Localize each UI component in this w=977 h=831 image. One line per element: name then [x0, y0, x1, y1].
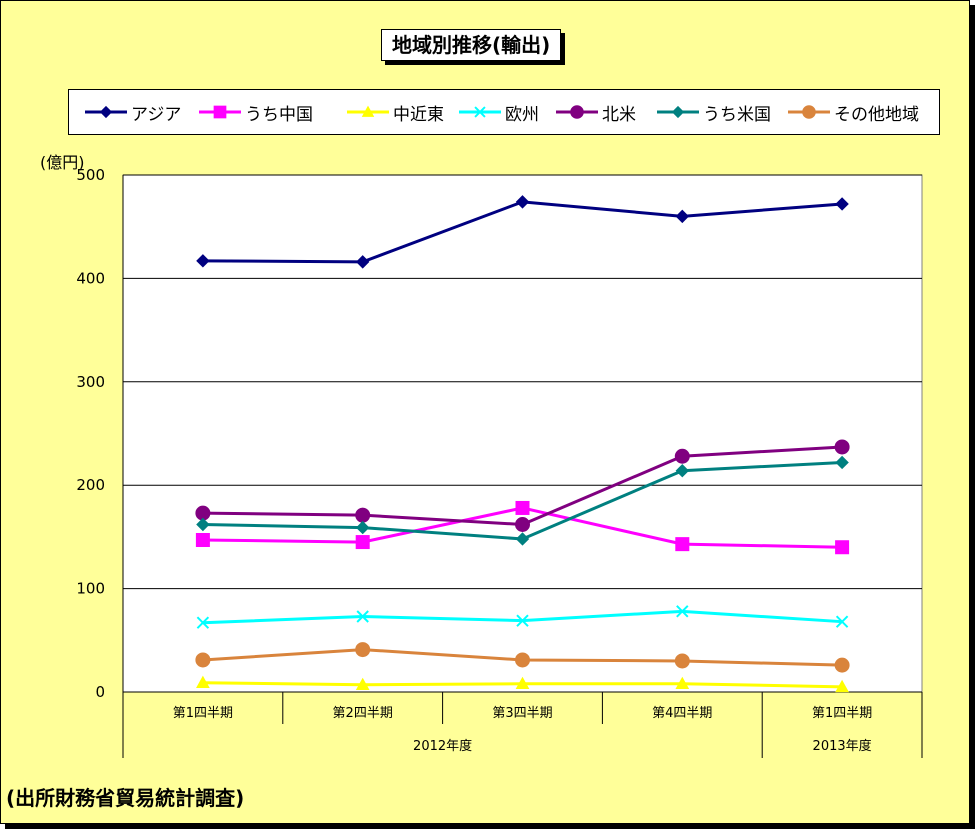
- data-point: [196, 517, 210, 532]
- chart-title-text: 地域別推移(輸出): [392, 33, 551, 57]
- data-point: [675, 464, 690, 478]
- y-tick-label: 0: [95, 683, 105, 701]
- data-point: [356, 610, 369, 623]
- legend-swatch: [459, 106, 501, 118]
- legend-item: うち米国: [655, 90, 771, 134]
- series-7: [195, 642, 850, 673]
- x-tick-label: 第2四半期: [333, 706, 393, 721]
- y-tick-label: 400: [76, 269, 105, 287]
- data-point: [835, 197, 849, 211]
- legend-swatch: [657, 105, 699, 119]
- legend-marker: [99, 105, 113, 119]
- legend-label: その他地域: [834, 104, 919, 125]
- data-point: [515, 532, 530, 546]
- legend-marker: [671, 105, 685, 119]
- data-point: [355, 677, 370, 691]
- legend-item: 欧州: [457, 90, 539, 134]
- data-point: [515, 676, 530, 690]
- data-point: [835, 455, 849, 470]
- data-point: [834, 657, 850, 673]
- legend-label: うち米国: [703, 104, 771, 125]
- data-point: [516, 614, 529, 627]
- data-point: [196, 675, 210, 688]
- legend-label: 北米: [602, 104, 636, 125]
- data-point: [676, 605, 689, 618]
- x-tick-label: 第4四半期: [652, 706, 712, 721]
- data-point: [835, 615, 849, 628]
- data-point: [355, 520, 370, 535]
- data-point: [675, 676, 690, 690]
- legend: アジア うち中国 中近東 欧州 北米 うち米国 その他地域: [68, 89, 940, 135]
- data-point: [675, 537, 690, 552]
- chart-title: 地域別推移(輸出): [381, 29, 562, 61]
- legend-item: 北米: [554, 90, 636, 134]
- y-tick-label: 100: [76, 580, 105, 598]
- legend-item: その他地域: [786, 90, 919, 134]
- y-tick-label: 300: [76, 373, 105, 391]
- legend-marker: [570, 105, 584, 119]
- legend-label: 欧州: [505, 104, 539, 125]
- data-point: [674, 653, 690, 669]
- legend-label: アジア: [131, 104, 182, 125]
- legend-label: うち中国: [245, 104, 313, 125]
- legend-marker: [361, 105, 375, 117]
- legend-swatch: [347, 105, 389, 117]
- series-1: [196, 195, 849, 269]
- data-point: [835, 679, 849, 693]
- data-point: [515, 195, 530, 209]
- data-point: [355, 642, 371, 658]
- legend-swatch: [85, 105, 127, 119]
- data-point: [515, 652, 530, 668]
- data-point: [675, 209, 690, 224]
- legend-label: 中近東: [393, 104, 444, 125]
- legend-swatch: [199, 105, 241, 119]
- data-point: [196, 616, 210, 629]
- series-5: [195, 439, 850, 532]
- legend-item: うち中国: [197, 90, 313, 134]
- data-point: [515, 516, 530, 532]
- data-point: [674, 448, 690, 464]
- x-group-label: 2012年度: [413, 738, 472, 754]
- data-point: [196, 254, 210, 268]
- source-note: (出所財務省貿易統計調査): [6, 786, 245, 810]
- legend-marker: [474, 106, 486, 118]
- data-point: [835, 540, 850, 555]
- data-point: [355, 255, 370, 269]
- legend-marker: [802, 105, 816, 119]
- y-axis-unit-label: (億円): [40, 153, 85, 172]
- data-point: [355, 535, 370, 550]
- data-point: [834, 439, 850, 455]
- legend-item: アジア: [83, 90, 181, 134]
- legend-marker: [213, 105, 227, 119]
- series-3: [196, 675, 849, 693]
- legend-swatch: [788, 105, 830, 119]
- legend-swatch: [556, 105, 598, 119]
- series-4: [196, 605, 849, 629]
- x-tick-label: 第1四半期: [812, 706, 872, 721]
- legend-item: 中近東: [345, 90, 444, 134]
- data-point: [355, 507, 371, 523]
- plot-area: [122, 174, 923, 693]
- y-tick-label: 200: [76, 476, 105, 494]
- x-tick-label: 第3四半期: [492, 706, 552, 721]
- data-point: [195, 533, 210, 548]
- data-point: [195, 652, 211, 668]
- y-tick-label: 500: [76, 166, 105, 184]
- series-6: [196, 455, 849, 546]
- x-tick-label: 第1四半期: [173, 706, 233, 721]
- series-2: [195, 500, 850, 555]
- data-point: [515, 500, 530, 515]
- x-group-label: 2013年度: [813, 738, 872, 754]
